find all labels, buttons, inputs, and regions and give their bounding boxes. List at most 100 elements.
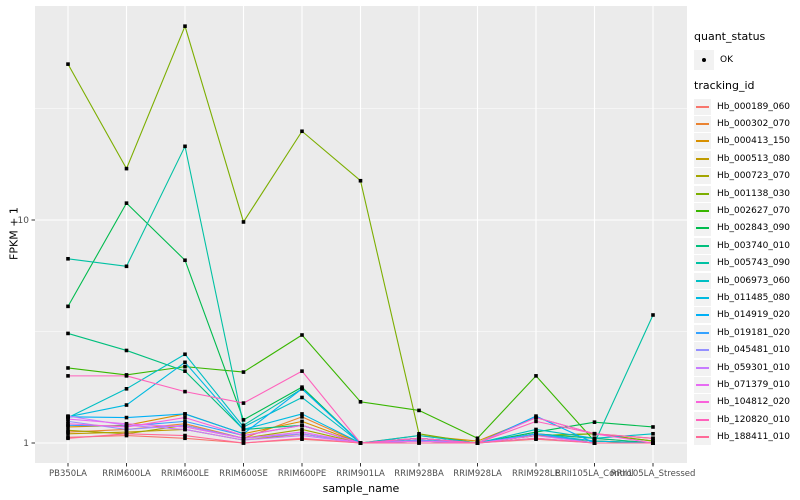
data-point <box>417 408 421 413</box>
data-point <box>66 331 70 336</box>
legend-key-line <box>696 366 709 369</box>
x-tick-label: RRIM928LA <box>453 469 502 479</box>
data-point <box>241 418 246 422</box>
data-point <box>183 415 187 420</box>
data-point <box>651 439 655 443</box>
data-point <box>124 421 129 426</box>
legend-key-box <box>694 116 711 133</box>
legend-key-box <box>694 150 711 167</box>
legend-entry-Hb_003740_010: Hb_003740_010 <box>694 237 800 254</box>
x-tick-label: RRIM928LE <box>512 469 560 479</box>
data-point <box>183 364 187 369</box>
data-point <box>241 433 246 438</box>
legend-entry-label: OK <box>720 55 733 65</box>
data-point <box>183 258 187 263</box>
legend-key-line <box>696 262 709 265</box>
legend-title-quant-status: quant_status <box>694 30 766 43</box>
data-point <box>300 387 304 391</box>
data-point <box>183 436 187 441</box>
legend-entry-ok: OK <box>694 49 800 71</box>
legend-key-box <box>694 98 711 115</box>
data-point <box>300 369 304 373</box>
data-point <box>300 333 304 337</box>
legend-key-box <box>694 359 711 376</box>
legend-entry-Hb_000302_070: Hb_000302_070 <box>694 115 800 133</box>
legend-entry-label: Hb_006973_060 <box>717 275 791 286</box>
x-tick-label: RRIM928BA <box>394 469 444 479</box>
data-point <box>124 415 129 420</box>
y-axis-title: FPKM + 1 <box>7 207 21 260</box>
legend-key-box <box>694 394 711 411</box>
data-point <box>66 419 70 424</box>
data-point <box>475 439 480 443</box>
data-point <box>651 431 655 436</box>
legend-entry-label: Hb_120820_010 <box>717 414 791 425</box>
legend-key-line <box>696 383 709 386</box>
data-point <box>66 417 70 421</box>
legend: quant_status OK tracking_id Hb_000189_06… <box>694 30 800 446</box>
x-tick-label: RRIM901LA <box>336 469 385 479</box>
data-point <box>300 433 304 438</box>
legend-entry-label: Hb_002627_070 <box>717 206 791 217</box>
legend-entry-label: Hb_045481_010 <box>717 345 791 356</box>
legend-key-line <box>696 192 709 195</box>
data-point <box>592 420 597 424</box>
data-point <box>66 421 70 426</box>
legend-entry-Hb_006973_060: Hb_006973_060 <box>694 272 800 289</box>
data-point <box>651 441 655 445</box>
data-point <box>300 419 304 424</box>
legend-entry-label: Hb_011485_080 <box>717 292 791 303</box>
legend-entry-Hb_000413_150: Hb_000413_150 <box>694 133 800 150</box>
legend-entry-label: Hb_000302_070 <box>717 119 791 130</box>
data-point <box>183 425 187 429</box>
legend-entry-Hb_011485_080: Hb_011485_080 <box>694 289 800 306</box>
data-point <box>534 436 538 441</box>
legend-key-box <box>694 168 711 185</box>
legend-key-line <box>696 418 709 421</box>
legend-entry-label: Hb_014919_020 <box>717 310 791 321</box>
data-point <box>241 370 246 374</box>
legend-entry-Hb_000513_080: Hb_000513_080 <box>694 150 800 167</box>
legend-entry-label: Hb_071379_010 <box>717 379 791 390</box>
data-point <box>358 400 363 404</box>
data-point <box>417 439 421 443</box>
legend-entry-Hb_019181_020: Hb_019181_020 <box>694 324 800 341</box>
legend-entry-Hb_000723_070: Hb_000723_070 <box>694 168 800 185</box>
data-point <box>183 24 187 28</box>
legend-entry-Hb_045481_010: Hb_045481_010 <box>694 341 800 359</box>
legend-key-line <box>696 331 709 334</box>
legend-entry-Hb_059301_010: Hb_059301_010 <box>694 359 800 376</box>
legend-entry-label: Hb_000723_070 <box>717 171 791 182</box>
data-point <box>358 441 363 445</box>
legend-key-box <box>694 376 711 393</box>
data-point <box>592 439 597 443</box>
legend-key-box <box>694 342 711 359</box>
x-tick-label: RRIM600LE <box>161 469 209 479</box>
data-point <box>183 369 187 373</box>
data-point <box>475 441 480 445</box>
legend-key-box <box>694 133 711 150</box>
data-point <box>417 436 421 441</box>
legend-entry-label: Hb_019181_020 <box>717 327 791 338</box>
data-point <box>66 374 70 378</box>
data-point <box>534 374 538 378</box>
legend-key-box <box>694 324 711 341</box>
data-point <box>475 436 480 441</box>
legend-key-box <box>694 203 711 220</box>
data-point <box>241 220 246 224</box>
legend-key-box <box>694 237 711 254</box>
data-point <box>66 62 70 66</box>
x-tick-label: RRIM600SE <box>219 469 268 479</box>
legend-key-line <box>696 140 709 143</box>
data-point <box>183 389 187 394</box>
legend-entry-Hb_014919_020: Hb_014919_020 <box>694 307 800 324</box>
data-point <box>66 256 70 261</box>
data-point <box>534 427 538 432</box>
data-point <box>300 412 304 416</box>
legend-key-line <box>696 279 709 282</box>
data-point <box>183 433 187 438</box>
legend-key-box <box>694 307 711 324</box>
legend-key-line <box>696 105 709 108</box>
